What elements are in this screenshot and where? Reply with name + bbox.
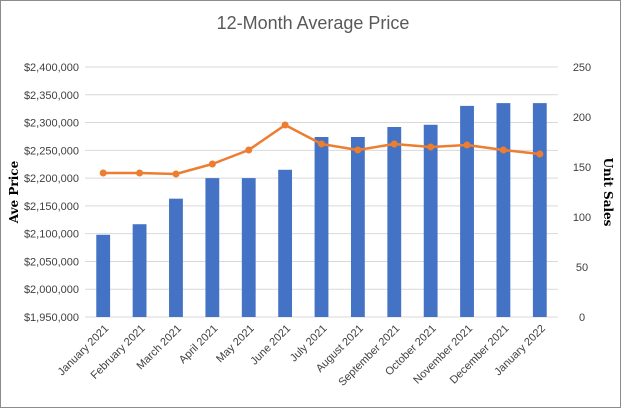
line-point — [463, 141, 471, 149]
bar — [350, 137, 365, 317]
y-tick-label: $2,250,000 — [24, 145, 79, 157]
y-tick-label: $2,000,000 — [24, 284, 79, 296]
line-point — [427, 143, 435, 151]
secondary-y-axis-ticks: 0 50 100 150 200 250 — [573, 62, 591, 324]
y-tick-label: $2,350,000 — [24, 90, 79, 102]
chart-title: 12-Month Average Price — [217, 13, 410, 33]
secondary-y-tick-label: 100 — [573, 212, 591, 224]
y-tick-label: $2,200,000 — [24, 173, 79, 185]
bar — [387, 127, 402, 317]
secondary-y-tick-label: 250 — [573, 62, 591, 74]
y-tick-label: $2,050,000 — [24, 256, 79, 268]
line-point — [172, 170, 180, 178]
line-point — [245, 146, 253, 154]
y-tick-label: $2,300,000 — [24, 118, 79, 130]
secondary-y-tick-label: 50 — [576, 262, 588, 274]
bar — [532, 103, 547, 317]
x-tick-label: June 2021 — [248, 323, 293, 368]
line-point — [390, 140, 398, 148]
bar — [460, 105, 474, 317]
y-tick-label: $2,400,000 — [24, 62, 79, 74]
secondary-y-tick-label: 200 — [573, 112, 591, 124]
y-tick-label: $1,950,000 — [24, 312, 79, 324]
secondary-y-tick-label: 0 — [579, 312, 585, 324]
y-tick-label: $2,150,000 — [24, 201, 79, 213]
line-series — [99, 121, 544, 178]
bar — [96, 234, 111, 317]
line-point — [136, 169, 144, 177]
bar — [205, 178, 220, 317]
bar — [423, 124, 438, 318]
secondary-y-tick-label: 150 — [573, 162, 591, 174]
line-point — [281, 121, 289, 129]
bar — [496, 103, 511, 317]
bar — [241, 178, 256, 317]
line-point — [318, 140, 325, 148]
y-tick-label: $2,100,000 — [24, 229, 79, 241]
y-axis-ticks: $1,950,000 $2,000,000 $2,050,000 $2,100,000… — [24, 62, 79, 324]
line-point — [536, 150, 544, 158]
bar-series — [96, 103, 547, 318]
line-point — [499, 146, 507, 154]
x-tick-label: April 2021 — [177, 323, 221, 367]
bar — [169, 198, 183, 317]
bar — [132, 224, 147, 317]
line-point — [99, 169, 107, 177]
bar — [278, 169, 293, 317]
y-axis-title: Ave Price — [7, 160, 21, 224]
bar — [314, 137, 329, 317]
line-point — [208, 160, 216, 168]
line-point — [354, 146, 362, 154]
secondary-y-axis-title: Unit Sales — [601, 158, 615, 227]
